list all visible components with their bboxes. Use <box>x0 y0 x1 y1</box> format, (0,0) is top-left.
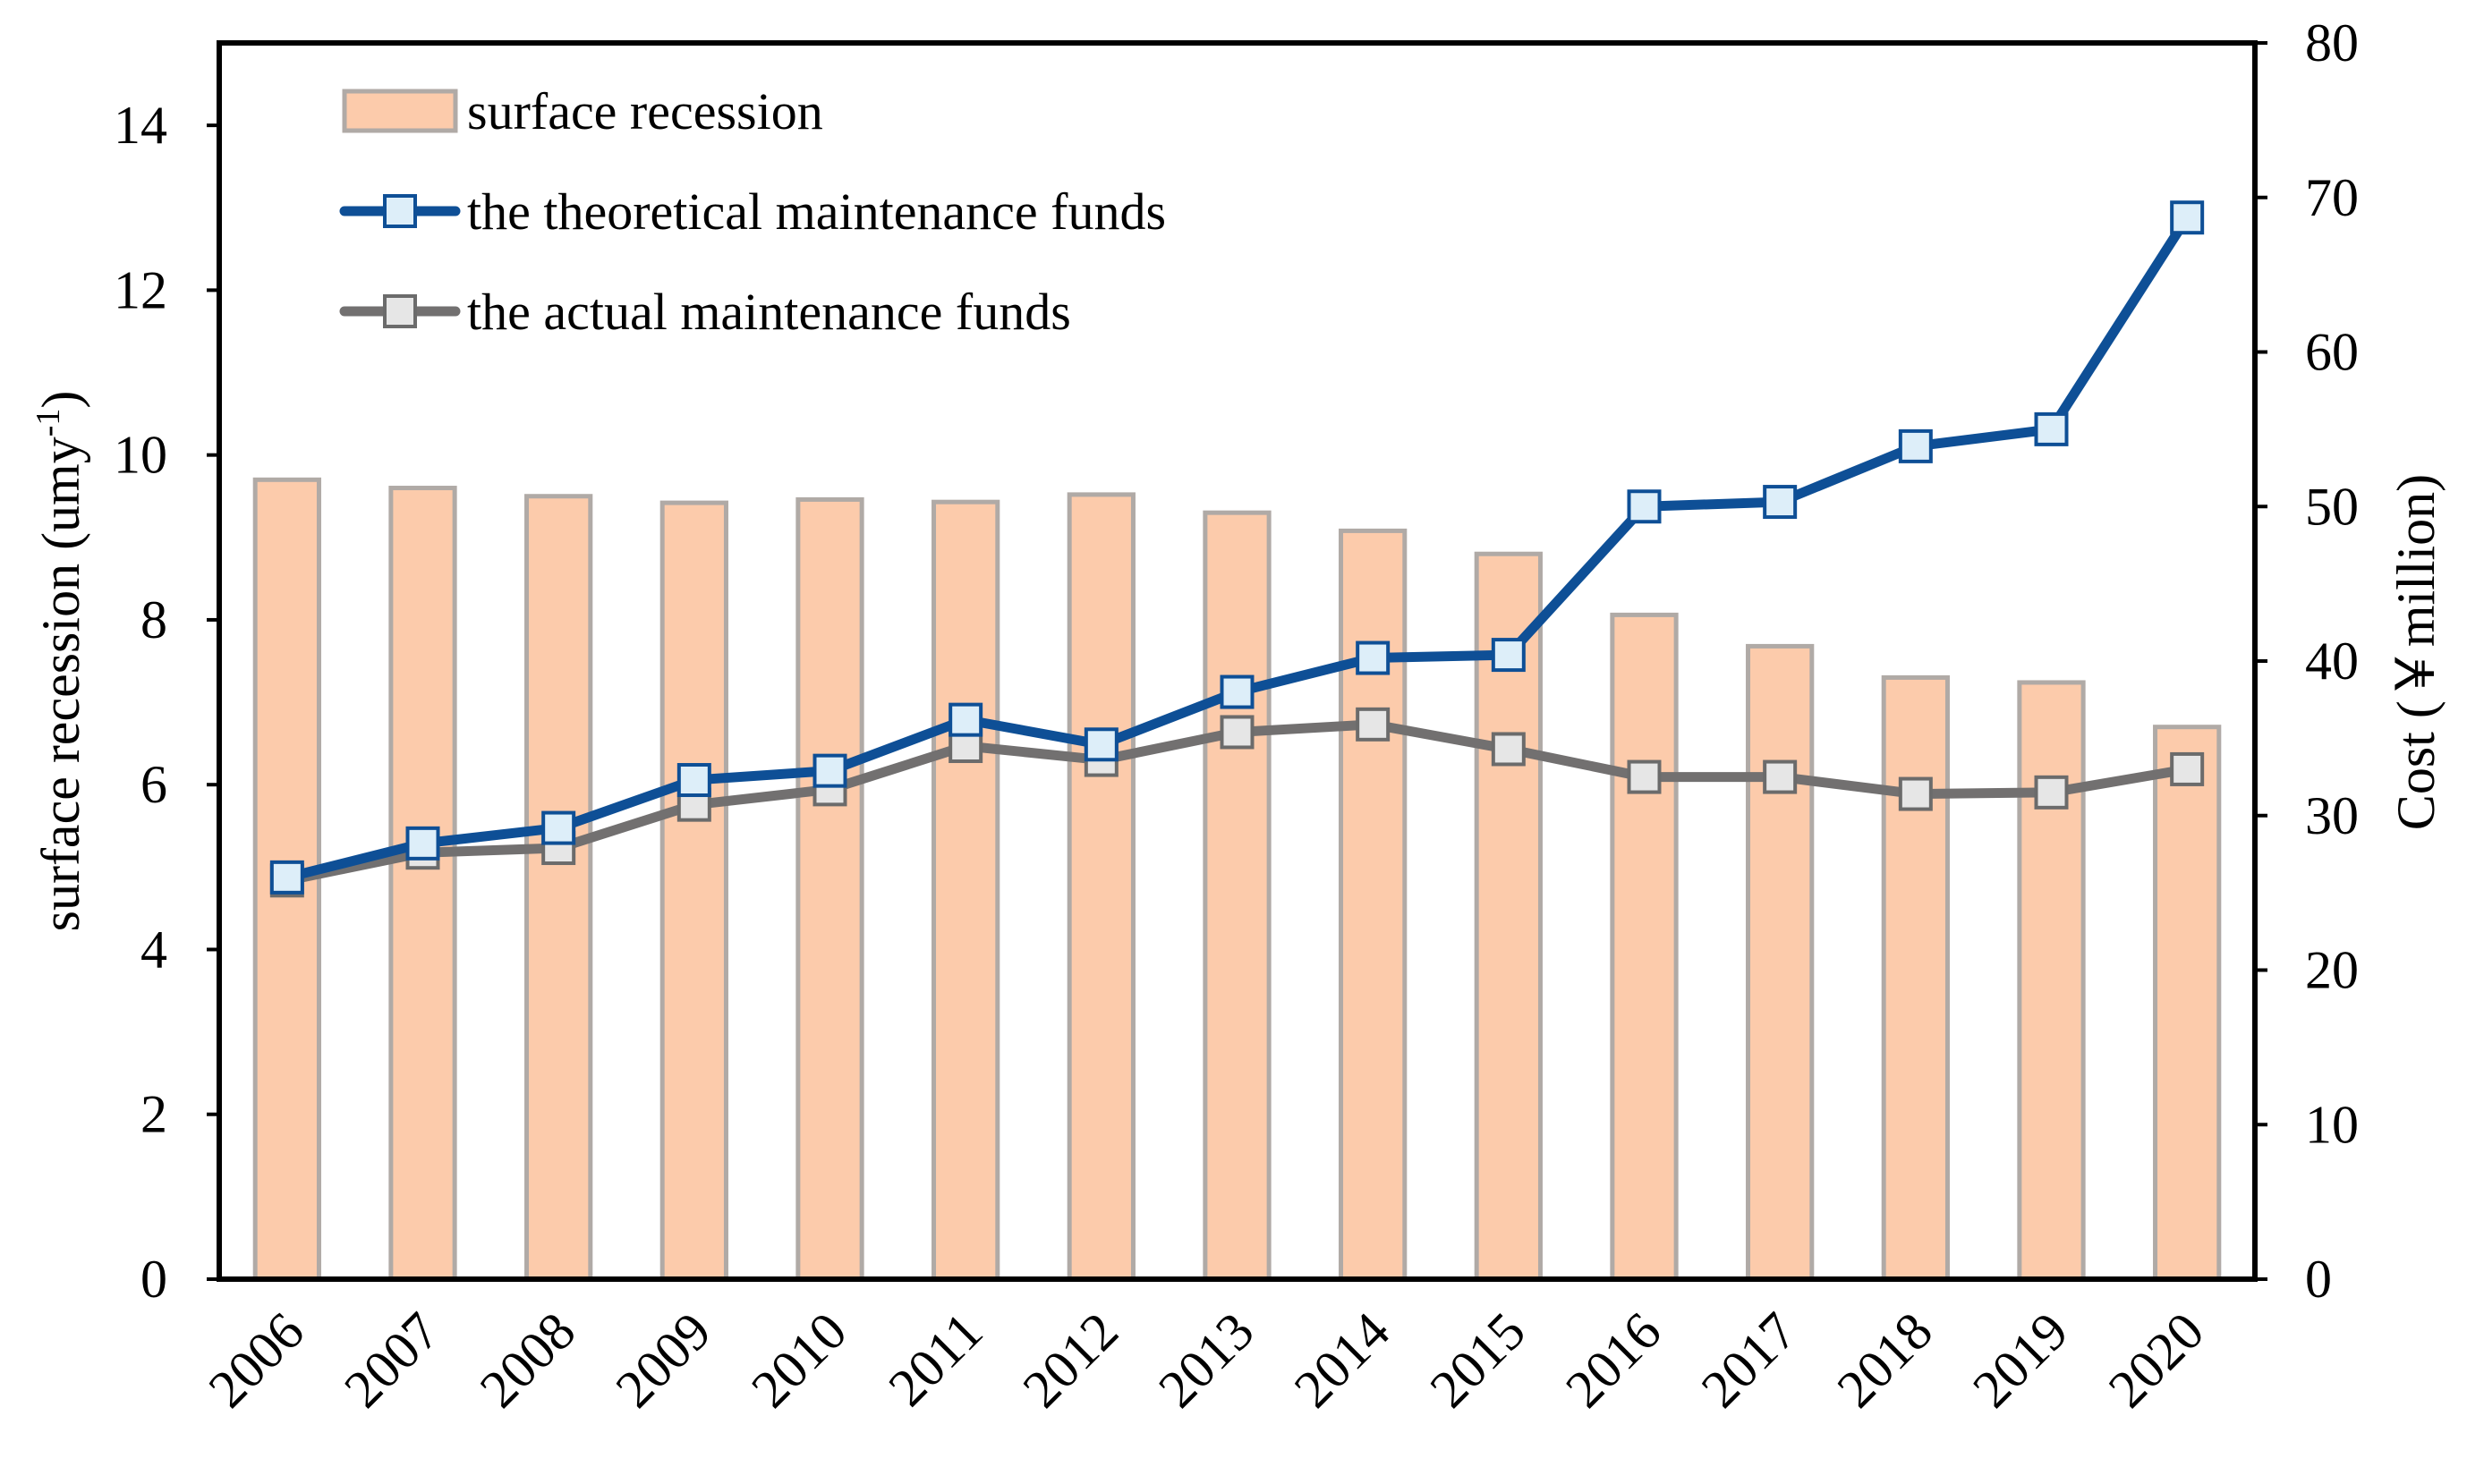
actual-point-2018 <box>1898 776 1933 811</box>
right-tick-label: 30 <box>2305 786 2359 845</box>
bar-series <box>252 477 2222 1282</box>
x-tick-label: 2014 <box>1283 1302 1401 1420</box>
legend-marker-theoretical <box>383 194 417 228</box>
bar-2010 <box>795 496 864 1282</box>
theoretical-point-2010 <box>812 753 847 788</box>
left-tick-label: 10 <box>114 426 167 485</box>
x-tick-label: 2008 <box>469 1302 587 1420</box>
right-tick-label: 20 <box>2305 941 2359 1000</box>
theoretical-point-2020 <box>2170 200 2205 235</box>
left-tick-label: 4 <box>140 920 167 979</box>
theoretical-point-2011 <box>949 702 983 737</box>
x-tick-label: 2019 <box>1961 1302 2080 1420</box>
line-series <box>269 200 2205 898</box>
bar-2018 <box>1881 674 1950 1282</box>
theoretical-point-2017 <box>1763 485 1798 520</box>
right-tick-label: 50 <box>2305 477 2359 536</box>
right-tick-label: 60 <box>2305 323 2359 382</box>
x-tick-label: 2017 <box>1690 1302 1808 1420</box>
theoretical-point-2018 <box>1898 428 1933 463</box>
bar-2017 <box>1746 643 1815 1282</box>
right-tick-label: 40 <box>2305 632 2359 691</box>
x-tick-label: 2012 <box>1012 1302 1130 1420</box>
left-tick-label: 12 <box>114 260 167 319</box>
legend-label-surface-recession: surface recession <box>467 82 823 140</box>
left-tick-label: 2 <box>140 1085 167 1144</box>
x-tick-label: 2006 <box>198 1302 316 1420</box>
bar-2007 <box>388 486 457 1282</box>
y2-axis-title: Cost (￥million) <box>2386 474 2446 830</box>
y-axis-title: surface recession (umy-1) <box>30 391 90 932</box>
bar-2013 <box>1203 510 1272 1282</box>
bar-2012 <box>1067 492 1136 1282</box>
x-tick-label: 2007 <box>333 1302 451 1420</box>
theoretical-point-2009 <box>676 763 711 798</box>
theoretical-point-2013 <box>1220 674 1255 709</box>
bar-2009 <box>659 500 728 1282</box>
actual-point-2013 <box>1220 715 1255 750</box>
bar-2019 <box>2017 680 2086 1282</box>
x-tick-label: 2015 <box>1419 1302 1537 1420</box>
x-tick-label: 2018 <box>1826 1302 1944 1420</box>
left-tick-label: 6 <box>140 755 167 814</box>
bar-2011 <box>932 499 1000 1282</box>
x-tick-label: 2009 <box>605 1302 723 1420</box>
bar-2008 <box>524 494 593 1282</box>
x-tick-label: 2013 <box>1147 1302 1265 1420</box>
theoretical-point-2007 <box>405 826 440 861</box>
right-tick-label: 10 <box>2305 1095 2359 1154</box>
theoretical-point-2006 <box>269 860 304 895</box>
actual-point-2020 <box>2170 751 2205 786</box>
legend-swatch-surface-recession <box>342 89 458 133</box>
theoretical-point-2014 <box>1356 640 1391 675</box>
legend-label-theoretical: the theoretical maintenance funds <box>467 182 1166 241</box>
legend-label-actual: the actual maintenance funds <box>467 283 1071 341</box>
bar-2016 <box>1610 612 1679 1282</box>
actual-point-2016 <box>1627 759 1662 794</box>
theoretical-point-2015 <box>1491 638 1526 673</box>
bar-2020 <box>2153 725 2222 1282</box>
x-tick-label: 2020 <box>2097 1302 2216 1420</box>
actual-point-2017 <box>1763 759 1798 794</box>
left-tick-label: 14 <box>114 96 167 155</box>
theoretical-point-2016 <box>1627 489 1662 524</box>
legend: surface recession the theoretical mainten… <box>339 82 1166 341</box>
actual-point-2015 <box>1491 732 1526 767</box>
right-tick-label: 70 <box>2305 168 2359 227</box>
left-tick-label: 8 <box>140 590 167 649</box>
legend-marker-actual <box>383 294 417 328</box>
right-tick-label: 80 <box>2305 13 2359 72</box>
right-tick-label: 0 <box>2305 1250 2332 1309</box>
theoretical-point-2012 <box>1084 727 1119 762</box>
left-tick-label: 0 <box>140 1250 167 1309</box>
x-tick-label: 2016 <box>1554 1302 1672 1420</box>
x-tick-label: 2011 <box>877 1302 993 1418</box>
actual-point-2014 <box>1356 707 1391 742</box>
theoretical-point-2008 <box>541 810 576 845</box>
actual-point-2019 <box>2034 775 2069 810</box>
theoretical-point-2019 <box>2034 411 2069 446</box>
x-tick-label: 2010 <box>740 1302 858 1420</box>
